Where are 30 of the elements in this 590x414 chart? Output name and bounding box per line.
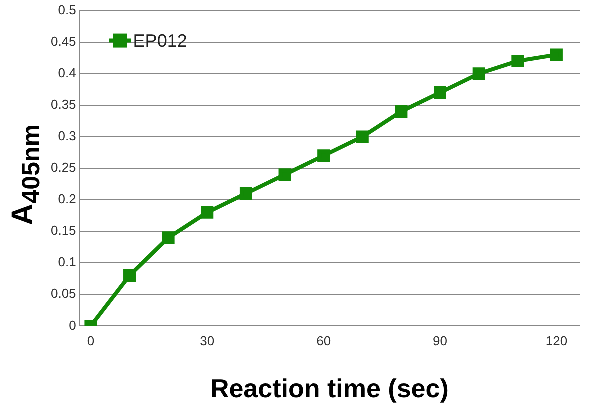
y-tick-label: 0.2 [58, 192, 76, 207]
x-tick-label: 90 [433, 334, 448, 349]
x-tick-label: 30 [200, 334, 215, 349]
x-tick-label: 120 [546, 334, 568, 349]
point [318, 150, 330, 162]
point [240, 187, 252, 200]
y-tick-label: 0.4 [58, 65, 76, 80]
point [162, 232, 175, 244]
y-tick-label: 0.05 [50, 286, 76, 302]
point [472, 68, 486, 80]
point [512, 55, 524, 68]
y-tick-label: 0 [69, 318, 76, 333]
x-axis-title: Reaction time (sec) [210, 374, 449, 404]
x-tick-label: 60 [316, 334, 332, 349]
y-tick-label: 0.5 [58, 2, 76, 18]
y-tick-label: 0.1 [58, 254, 76, 270]
y-tick-label: 0.15 [50, 223, 76, 238]
x-tick-label: 0 [87, 334, 95, 349]
point [278, 168, 292, 182]
y-tick-label: 0.25 [50, 160, 76, 176]
y-tick-label: 0.45 [50, 34, 76, 49]
point [434, 86, 447, 100]
legend-label: EP012 [133, 30, 188, 51]
y-tick-label: 0.3 [58, 128, 76, 144]
point [550, 48, 563, 62]
point [201, 206, 214, 219]
point [356, 130, 369, 144]
point [395, 105, 408, 118]
point [124, 269, 136, 282]
y-tick-label: 0.35 [50, 97, 76, 112]
